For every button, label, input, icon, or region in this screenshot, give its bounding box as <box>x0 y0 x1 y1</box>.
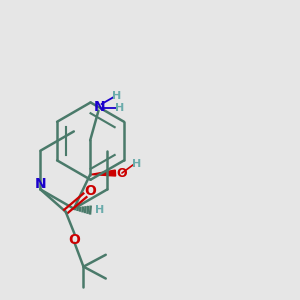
Text: O: O <box>84 184 96 198</box>
Text: N: N <box>34 177 46 191</box>
Text: O: O <box>69 233 80 247</box>
Text: H: H <box>95 205 105 215</box>
Text: N: N <box>94 100 106 114</box>
Text: O: O <box>117 167 127 179</box>
Text: H: H <box>115 103 124 112</box>
Text: H: H <box>132 158 142 169</box>
Text: H: H <box>112 91 121 101</box>
Polygon shape <box>90 170 116 176</box>
